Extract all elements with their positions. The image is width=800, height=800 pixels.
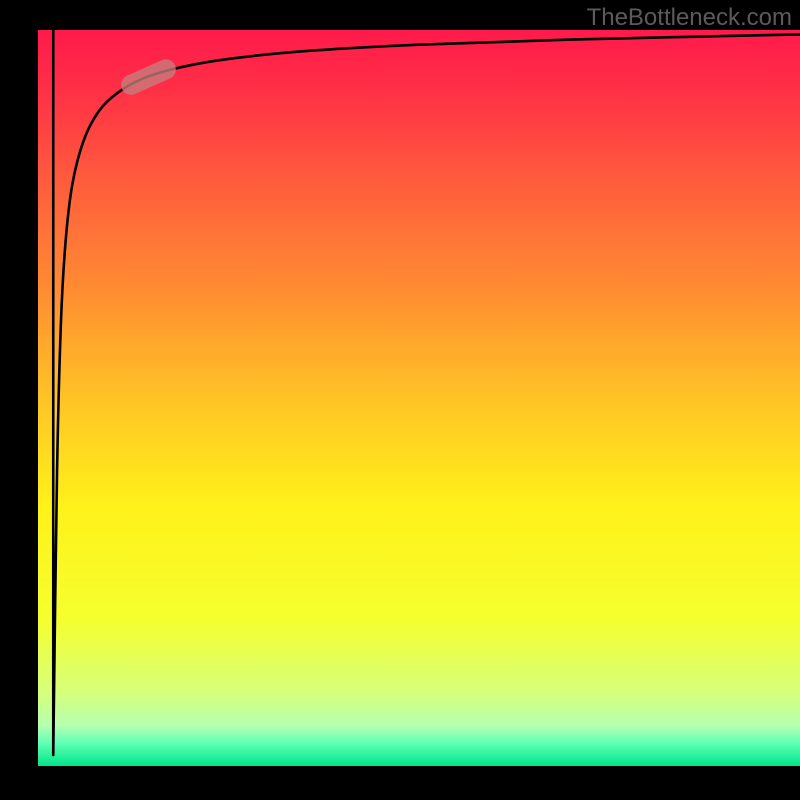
chart-canvas: TheBottleneck.com (0, 0, 800, 800)
bottleneck-curve (53, 30, 800, 755)
watermark-text: TheBottleneck.com (587, 4, 792, 32)
curve-marker (118, 56, 179, 98)
plot-area (38, 30, 800, 766)
curve-layer (38, 30, 800, 766)
